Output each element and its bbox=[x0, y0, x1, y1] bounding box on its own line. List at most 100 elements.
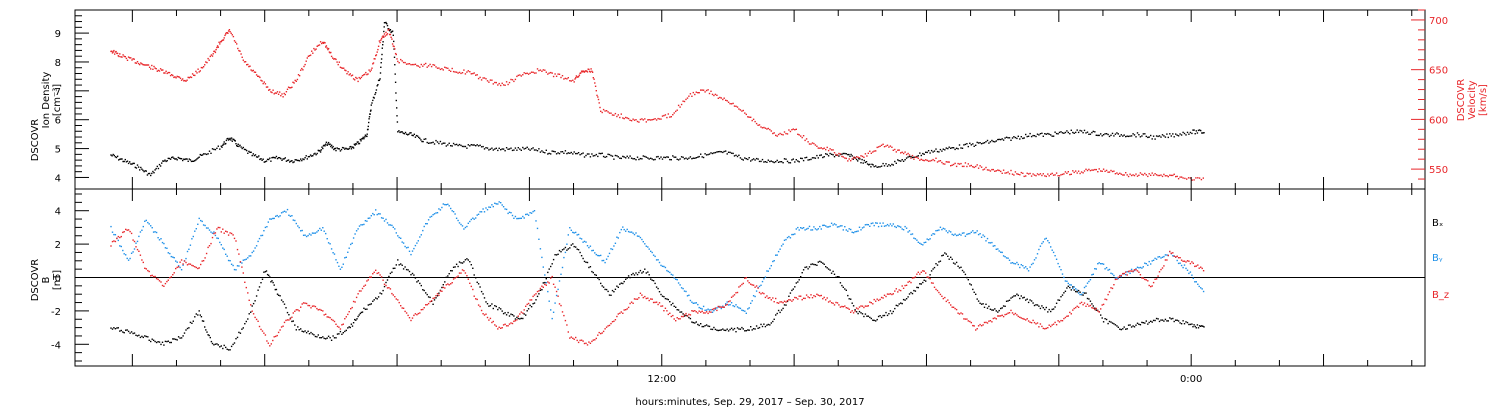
by-point bbox=[1048, 242, 1050, 244]
bz-point bbox=[950, 304, 952, 306]
bz-point bbox=[1197, 264, 1199, 266]
bx-point bbox=[823, 263, 825, 265]
density-point bbox=[1158, 135, 1161, 137]
by-point bbox=[1139, 266, 1142, 269]
density-point bbox=[826, 153, 828, 156]
by-point bbox=[616, 236, 618, 238]
density-point bbox=[1092, 130, 1094, 133]
by-point bbox=[288, 214, 290, 216]
velocity-point bbox=[488, 81, 490, 83]
density-point bbox=[232, 138, 234, 140]
velocity-point bbox=[426, 66, 428, 68]
bx-point bbox=[691, 321, 693, 323]
by-point bbox=[119, 245, 121, 247]
bx-point bbox=[739, 328, 742, 330]
density-point bbox=[630, 157, 633, 159]
density-point bbox=[1108, 135, 1111, 138]
bx-point bbox=[526, 310, 528, 312]
velocity-point bbox=[118, 55, 120, 58]
density-point bbox=[1119, 135, 1121, 137]
velocity-point bbox=[1180, 176, 1183, 178]
bz-point bbox=[1044, 328, 1046, 330]
by-point bbox=[394, 228, 396, 230]
velocity-point bbox=[685, 98, 687, 101]
bz-point bbox=[975, 329, 977, 331]
density-point bbox=[251, 154, 253, 157]
by-point bbox=[113, 233, 115, 236]
velocity-point bbox=[1027, 173, 1030, 175]
density-point bbox=[274, 157, 276, 159]
bx-point bbox=[261, 278, 264, 280]
velocity-point bbox=[447, 67, 449, 69]
velocity-point bbox=[284, 93, 286, 96]
by-point bbox=[200, 219, 202, 222]
by-point bbox=[752, 295, 755, 297]
velocity-point bbox=[290, 87, 292, 89]
density-point bbox=[147, 172, 150, 175]
density-point bbox=[550, 153, 552, 155]
bx-point bbox=[1111, 322, 1114, 324]
by-point bbox=[425, 223, 427, 225]
velocity-point bbox=[927, 160, 930, 162]
bx-point bbox=[308, 333, 311, 335]
bz-point bbox=[777, 302, 780, 304]
density-point bbox=[396, 121, 399, 123]
bz-point bbox=[257, 320, 259, 322]
density-point bbox=[460, 144, 462, 147]
bz-point bbox=[735, 292, 737, 294]
bz-point bbox=[652, 301, 655, 304]
velocity-point bbox=[140, 62, 142, 64]
bx-point bbox=[711, 328, 714, 331]
bx-point bbox=[702, 325, 705, 328]
by-point bbox=[676, 279, 678, 281]
by-point bbox=[110, 225, 112, 228]
bx-point bbox=[973, 291, 975, 293]
bx-point bbox=[1141, 321, 1143, 324]
bx-point bbox=[836, 276, 839, 278]
bz-point bbox=[173, 272, 175, 274]
bx-point bbox=[1110, 321, 1112, 323]
bx-point bbox=[1152, 319, 1155, 322]
bx-point bbox=[952, 262, 955, 264]
density-point bbox=[451, 145, 453, 147]
bz-point bbox=[845, 307, 847, 309]
by-point bbox=[1011, 262, 1014, 264]
bx-point bbox=[274, 288, 276, 291]
by-point bbox=[439, 209, 442, 211]
bz-point bbox=[1195, 265, 1197, 267]
bz-point bbox=[851, 310, 853, 312]
density-point bbox=[219, 148, 221, 150]
bx-point bbox=[683, 315, 686, 317]
by-point bbox=[748, 307, 750, 309]
bx-point bbox=[547, 271, 549, 274]
by-point bbox=[839, 225, 842, 227]
density-point bbox=[777, 161, 780, 163]
density-point bbox=[423, 138, 425, 140]
bz-point bbox=[280, 326, 283, 328]
bz-point bbox=[1129, 270, 1131, 272]
velocity-point bbox=[491, 79, 493, 81]
bx-point bbox=[389, 272, 392, 275]
bz-point bbox=[611, 321, 614, 323]
density-point bbox=[1123, 134, 1125, 136]
by-point bbox=[1126, 271, 1128, 273]
density-point bbox=[717, 151, 719, 153]
velocity-point bbox=[358, 76, 360, 79]
bx-point bbox=[1038, 305, 1040, 307]
density-point bbox=[1013, 136, 1015, 138]
bz-point bbox=[773, 301, 775, 303]
bx-point bbox=[904, 299, 906, 301]
bx-point bbox=[1120, 328, 1122, 331]
bz-point bbox=[198, 267, 200, 269]
bx-point bbox=[1132, 325, 1134, 327]
density-point bbox=[148, 172, 151, 175]
bx-point bbox=[257, 289, 259, 291]
velocity-point bbox=[224, 34, 226, 37]
density-point bbox=[1094, 131, 1096, 133]
bx-point bbox=[585, 261, 587, 263]
velocity-point bbox=[732, 102, 734, 105]
bx-point bbox=[679, 311, 681, 313]
velocity-point bbox=[125, 57, 128, 60]
density-point bbox=[1017, 135, 1019, 137]
bx-point bbox=[989, 308, 992, 310]
